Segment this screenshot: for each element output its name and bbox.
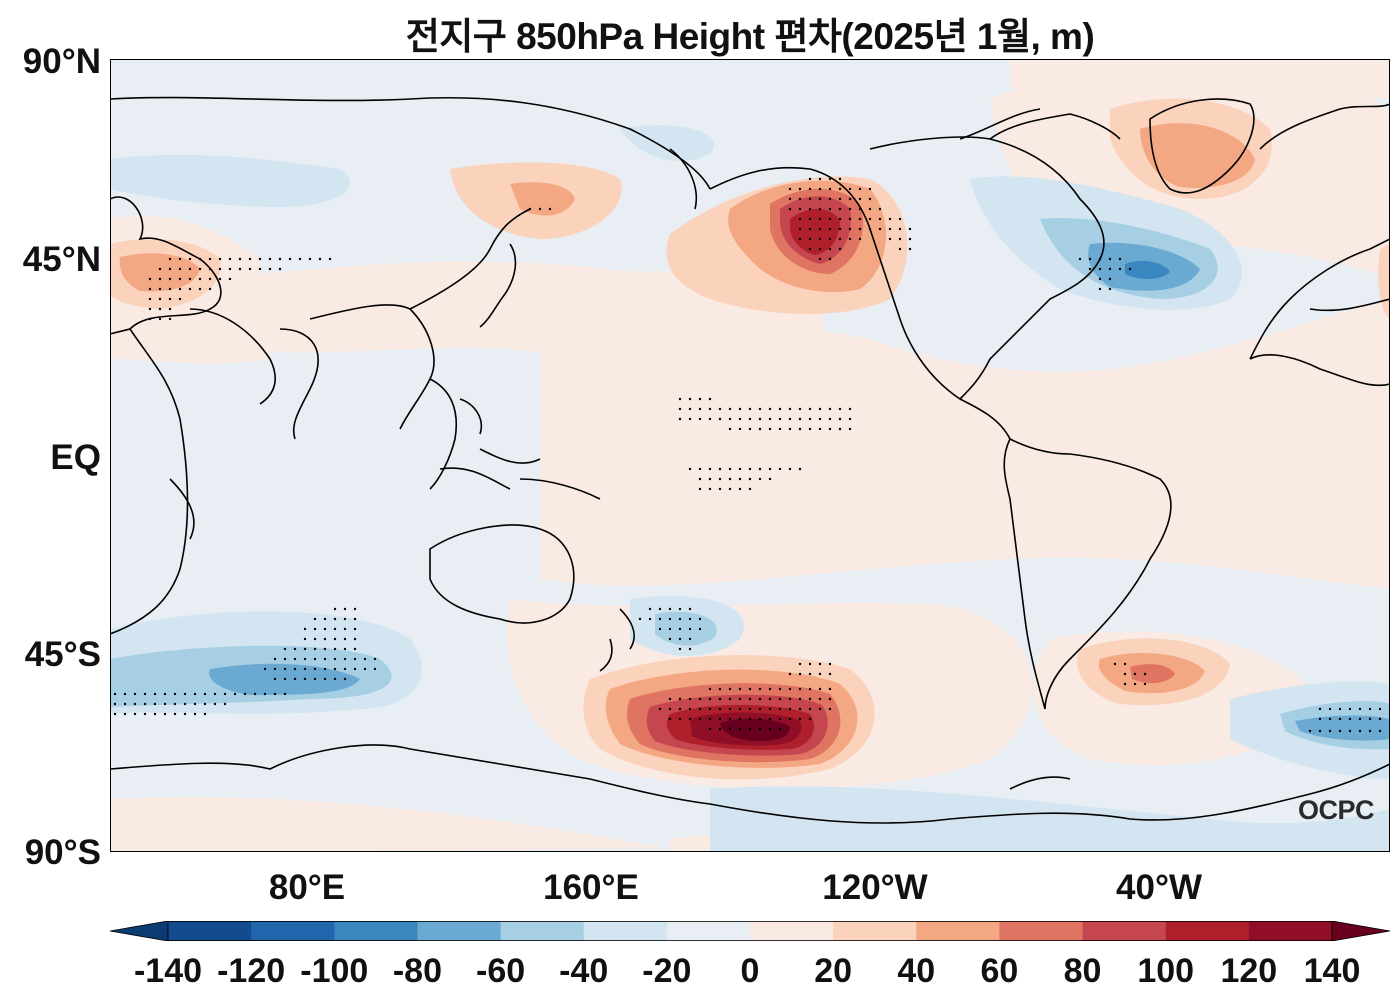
colorbar-tick-label: 140	[1303, 952, 1361, 990]
lon-label-160e: 160°E	[543, 868, 639, 907]
colorbar-cell	[750, 921, 834, 941]
colorbar-cell	[251, 921, 335, 941]
colorbar-tick-label: -80	[392, 952, 442, 990]
lon-label-80e: 80°E	[268, 868, 346, 907]
stipple-gulf-of-alaska	[788, 177, 912, 261]
lat-label-90n: 90°N	[22, 42, 101, 81]
stipple-japan	[528, 207, 552, 211]
colorbar-frame	[167, 921, 1333, 941]
map-svg	[110, 59, 1390, 852]
colorbar-cell	[999, 921, 1084, 941]
lon-label-120w: 120°W	[822, 868, 928, 907]
stipple-new-zealand-low	[638, 607, 702, 651]
significance-stippling	[113, 177, 1382, 733]
ocpc-logo: OCPC	[1298, 795, 1375, 825]
negative-regions	[110, 125, 1390, 852]
colorbar-tick-label: 80	[1063, 952, 1102, 990]
colorbar	[110, 921, 1390, 941]
colorbar-tick-label: 120	[1220, 952, 1278, 990]
colorbar-cell	[583, 921, 668, 941]
colorbar-tick-label: -100	[300, 952, 369, 990]
lon-label-40w: 40°W	[1116, 868, 1202, 907]
map-title: 전지구 850hPa Height 편차(2025년 1월, m)	[405, 16, 1095, 57]
colorbar-tick-label: -40	[559, 952, 609, 990]
colorbar-tick-label: -20	[642, 952, 692, 990]
colorbar-tick-label: -140	[133, 952, 203, 990]
colorbar-tick-label: -60	[475, 952, 526, 990]
colorbar-cell	[168, 921, 252, 941]
colorbar-cell	[666, 921, 751, 941]
lat-label-45s: 45°S	[24, 635, 101, 674]
map-frame	[110, 59, 1390, 852]
colorbar-extend-min	[110, 921, 169, 941]
colorbar-tick-label: 40	[897, 952, 936, 990]
colorbar-tick-label: -120	[217, 952, 286, 990]
colorbar-cell	[417, 921, 502, 941]
coastlines	[110, 96, 1390, 824]
colorbar-cells	[110, 921, 1390, 941]
stipple-middle-east	[148, 257, 332, 321]
positive-centres	[110, 98, 1390, 780]
colorbar-extend-max	[1331, 921, 1390, 941]
stipple-south-pacific-high	[658, 662, 832, 731]
colorbar-cell	[916, 921, 1000, 941]
stipple-south-atlantic	[1113, 662, 1147, 686]
lat-label-eq: EQ	[50, 438, 101, 477]
colorbar-tick-label: 20	[814, 952, 853, 990]
colorbar-cell	[1082, 921, 1167, 941]
lat-label-45n: 45°N	[22, 240, 101, 279]
colorbar-tick-label: 60	[980, 952, 1019, 990]
colorbar-tick-label: 100	[1137, 952, 1195, 990]
colorbar-cell	[334, 921, 418, 941]
colorbar-cell	[833, 921, 917, 941]
lat-label-90s: 90°S	[24, 833, 101, 872]
anomaly-map	[110, 59, 1390, 852]
stipple-tropical-pacific	[678, 397, 852, 491]
stipple-southern-indian	[113, 607, 377, 716]
colorbar-cell	[1248, 921, 1333, 941]
colorbar-cell	[500, 921, 585, 941]
colorbar-cell	[1165, 921, 1250, 941]
colorbar-tick-label: 0	[740, 952, 760, 990]
stipple-southeast-atlantic	[1308, 707, 1382, 733]
stipple-north-atlantic	[1078, 257, 1132, 291]
